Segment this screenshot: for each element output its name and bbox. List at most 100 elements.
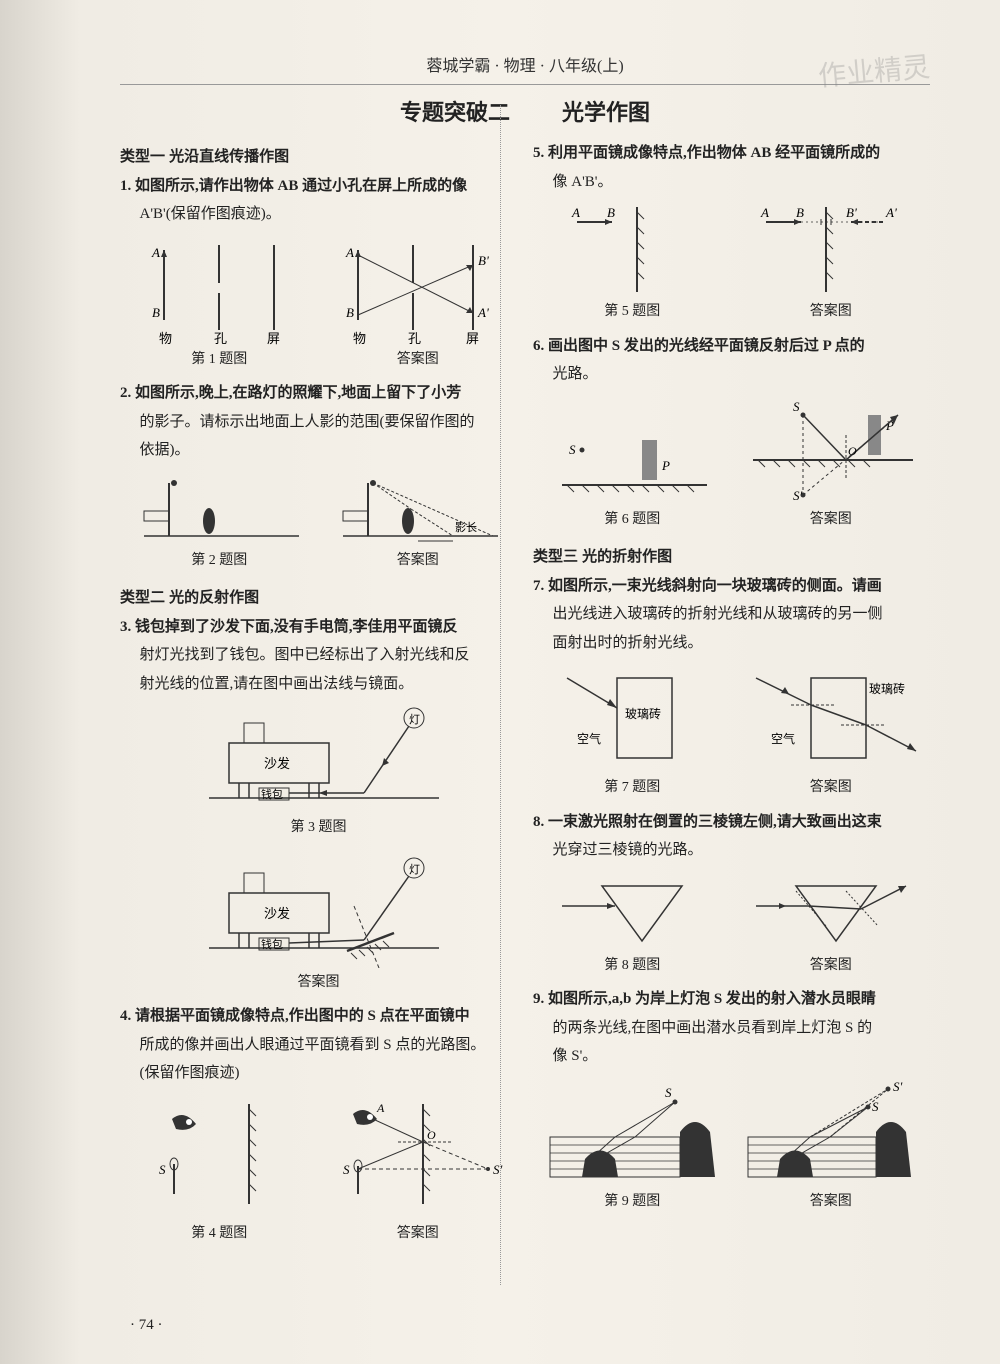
figure-4: S 第 4 题图 A S	[120, 1088, 517, 1254]
title-right: 光学作图	[562, 95, 650, 127]
question-9b: 的两条光线,在图中画出潜水员看到岸上灯泡 S 的	[533, 1014, 930, 1043]
svg-text:孔: 孔	[408, 331, 421, 345]
left-column: 类型一 光沿直线传播作图 1. 如图所示,请作出物体 AB 通过小孔在屏上所成的…	[120, 139, 517, 1253]
svg-text:S: S	[569, 442, 576, 457]
page: 蓉城学霸 · 物理 · 八年级(上) 作业精灵 专题突破二 光学作图 类型一 光…	[0, 0, 1000, 1364]
svg-text:O: O	[848, 444, 857, 458]
page-number: · 74 ·	[130, 1317, 163, 1334]
figure-9: S 第 9 题图 S	[533, 1071, 930, 1222]
svg-text:S: S	[159, 1162, 166, 1177]
svg-text:S: S	[343, 1162, 350, 1177]
fig1-caption-l: 第 1 题图	[124, 347, 315, 374]
question-8: 8. 一束激光照射在倒置的三棱镜左侧,请大致画出这束	[533, 808, 930, 837]
question-7: 7. 如图所示,一束光线斜射向一块玻璃砖的侧面。请画	[533, 572, 930, 601]
fig8-question	[547, 871, 717, 951]
fig2-question	[134, 471, 304, 546]
fig1-answer: A B B' A' 物 孔 屏	[333, 235, 503, 345]
fig3-question: 沙发 钱包 灯	[189, 698, 449, 813]
fig4-answer: A S S' O	[323, 1094, 513, 1219]
question-2: 2. 如图所示,晚上,在路灯的照耀下,地面上留下了小芳	[120, 379, 517, 408]
fig7-question: 玻璃砖 空气	[547, 663, 717, 773]
question-2b: 的影子。请标示出地面上人影的范围(要保留作图的	[120, 408, 517, 437]
question-1: 1. 如图所示,请作出物体 AB 通过小孔在屏上所成的像	[120, 172, 517, 201]
question-4b: 所成的像并画出人眼通过平面镜看到 S 点的光路图。	[120, 1031, 517, 1060]
svg-text:A': A'	[885, 205, 897, 220]
question-3: 3. 钱包掉到了沙发下面,没有手电筒,李佳用平面镜反	[120, 613, 517, 642]
fig8-caption-l: 第 8 题图	[537, 953, 728, 980]
svg-text:孔: 孔	[214, 331, 227, 345]
svg-text:B: B	[607, 205, 615, 220]
svg-text:B: B	[152, 305, 160, 320]
right-column: 5. 利用平面镜成像特点,作出物体 AB 经平面镜所成的 像 A'B'。 A B…	[533, 139, 930, 1253]
category-2: 类型二 光的反射作图	[120, 584, 517, 613]
fig8-caption-r: 答案图	[735, 953, 926, 980]
fig9-question: S	[540, 1077, 725, 1187]
svg-text:A': A'	[477, 305, 489, 320]
fig7-caption-r: 答案图	[735, 775, 926, 802]
svg-text:B': B'	[478, 253, 489, 268]
svg-text:S': S'	[893, 1079, 903, 1094]
question-8b: 光穿过三棱镜的光路。	[533, 836, 930, 865]
fig1-caption-r: 答案图	[322, 347, 513, 374]
svg-text:A: A	[760, 205, 769, 220]
question-9: 9. 如图所示,a,b 为岸上灯泡 S 发出的射入潜水员眼睛	[533, 985, 930, 1014]
svg-text:A: A	[151, 245, 160, 260]
svg-text:玻璃砖: 玻璃砖	[625, 706, 661, 721]
svg-text:钱包: 钱包	[261, 937, 283, 951]
fig9-caption-r: 答案图	[735, 1189, 926, 1216]
svg-text:灯: 灯	[409, 713, 420, 726]
fig6-caption-l: 第 6 题图	[537, 507, 728, 534]
svg-text:A: A	[571, 205, 580, 220]
fig3-caption-q: 第 3 题图	[120, 815, 517, 842]
question-1b: A'B'(保留作图痕迹)。	[120, 200, 517, 229]
svg-text:B: B	[346, 305, 354, 320]
svg-text:物: 物	[159, 331, 172, 345]
fig4-question: S	[134, 1094, 304, 1219]
fig3-answer: 沙发 钱包 灯	[189, 848, 449, 968]
fig2-caption-l: 第 2 题图	[124, 548, 315, 575]
fig5-caption-l: 第 5 题图	[537, 299, 728, 326]
question-6b: 光路。	[533, 360, 930, 389]
fig5-caption-r: 答案图	[735, 299, 926, 326]
svg-text:钱包: 钱包	[261, 787, 283, 801]
svg-text:沙发: 沙发	[264, 756, 290, 771]
svg-text:P: P	[661, 458, 670, 473]
fig9-answer: S S'	[738, 1077, 923, 1187]
question-3b: 射灯光找到了钱包。图中已经标出了入射光线和反	[120, 641, 517, 670]
page-header: 蓉城学霸 · 物理 · 八年级(上)	[120, 52, 930, 85]
fig4-caption-l: 第 4 题图	[124, 1221, 315, 1248]
question-3c: 射光线的位置,请在图中画出法线与镜面。	[120, 670, 517, 699]
fig7-caption-l: 第 7 题图	[537, 775, 728, 802]
svg-text:S: S	[793, 399, 800, 414]
svg-text:S': S'	[793, 488, 803, 503]
svg-text:灯: 灯	[409, 863, 420, 876]
question-4: 4. 请根据平面镜成像特点,作出图中的 S 点在平面镜中	[120, 1002, 517, 1031]
figure-2: 第 2 题图 影长 答案图	[120, 465, 517, 581]
watermark: 作业精灵	[816, 45, 931, 95]
svg-text:S': S'	[493, 1162, 503, 1177]
fig9-caption-l: 第 9 题图	[537, 1189, 728, 1216]
svg-text:空气: 空气	[577, 731, 601, 746]
question-7b: 出光线进入玻璃砖的折射光线和从玻璃砖的另一侧	[533, 600, 930, 629]
svg-text:B: B	[796, 205, 804, 220]
fig7-answer: 玻璃砖 空气	[741, 663, 921, 773]
title-left: 专题突破二	[400, 95, 510, 127]
figure-7: 玻璃砖 空气 第 7 题图 玻璃砖 空气	[533, 657, 930, 808]
question-4c: (保留作图痕迹)	[120, 1059, 517, 1088]
fig8-answer	[746, 871, 916, 951]
svg-text:A: A	[345, 245, 354, 260]
question-6: 6. 画出图中 S 发出的光线经平面镜反射后过 P 点的	[533, 332, 930, 361]
figure-6: S P 第 6 题图 S P S'	[533, 389, 930, 540]
question-5: 5. 利用平面镜成像特点,作出物体 AB 经平面镜所成的	[533, 139, 930, 168]
svg-text:A: A	[376, 1101, 385, 1115]
fig1-question: A B 物 孔 屏	[134, 235, 304, 345]
svg-text:空气: 空气	[771, 731, 795, 746]
fig6-answer: S P S' O	[738, 395, 923, 505]
svg-text:物: 物	[353, 331, 366, 345]
svg-text:沙发: 沙发	[264, 906, 290, 921]
svg-text:S: S	[665, 1085, 672, 1100]
fig2-caption-r: 答案图	[322, 548, 513, 575]
svg-text:屏: 屏	[267, 331, 280, 345]
category-3: 类型三 光的折射作图	[533, 543, 930, 572]
main-title: 专题突破二 光学作图	[120, 95, 930, 127]
